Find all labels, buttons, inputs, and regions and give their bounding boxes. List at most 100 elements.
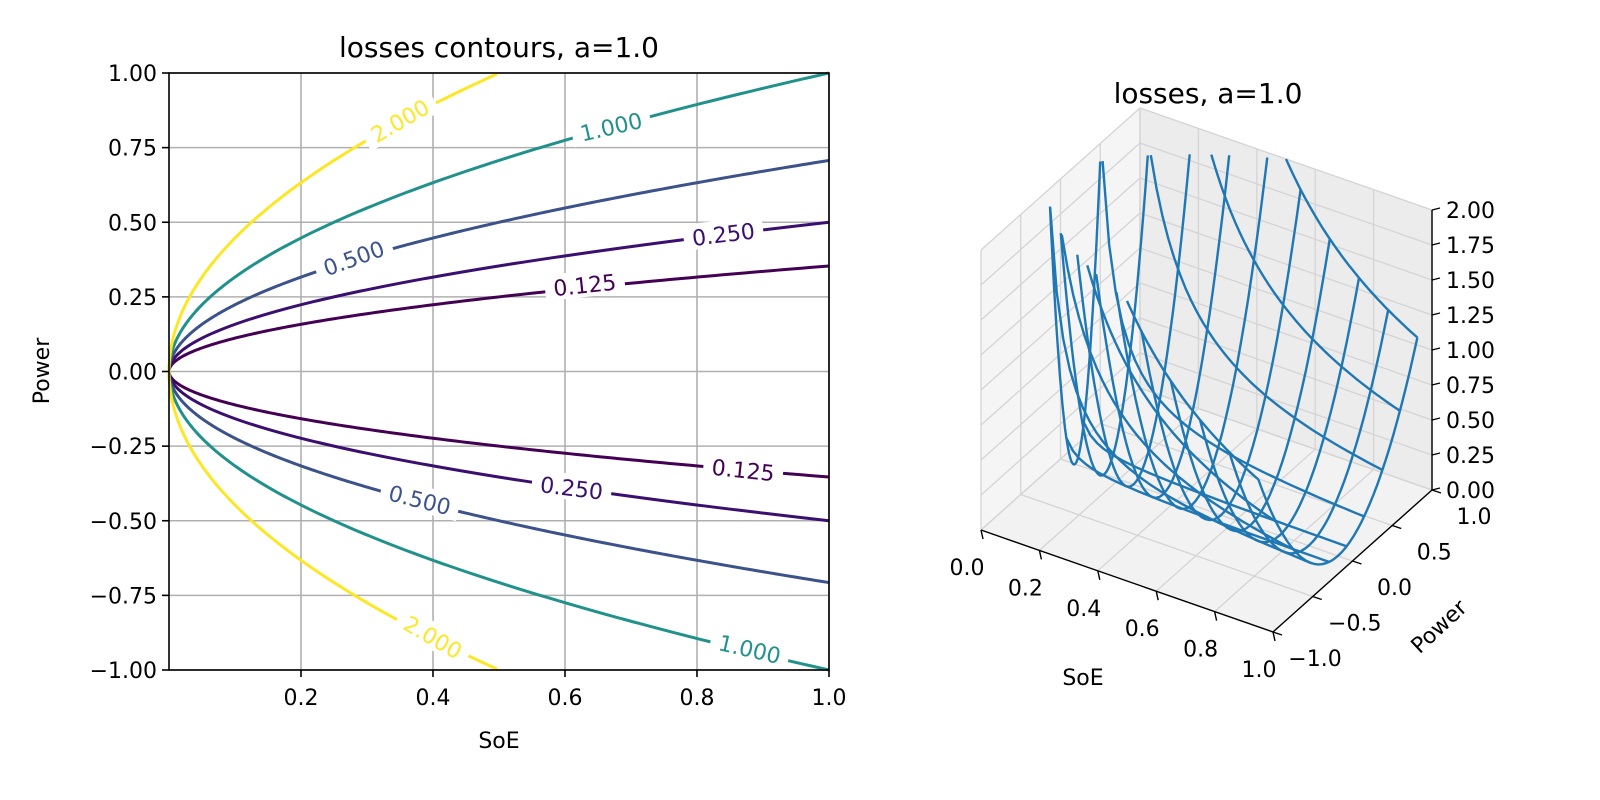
wireframe-line-const-soe bbox=[1048, 161, 1102, 466]
back-gridline-z bbox=[1139, 317, 1433, 421]
contour-line-0.250-lower bbox=[167, 371, 830, 523]
contour-label-text: 0.500 bbox=[386, 482, 453, 521]
wireframe-surface bbox=[1048, 154, 1419, 566]
contour-label-text: 1.000 bbox=[578, 109, 645, 148]
contour-x-tick-label: 0.4 bbox=[416, 686, 451, 711]
wireframe-line-const-power bbox=[1210, 154, 1401, 412]
contour-label-gap bbox=[530, 469, 614, 505]
x-tick bbox=[1038, 550, 1043, 560]
wireframe-z-tick-label: 0.50 bbox=[1446, 409, 1495, 434]
z-tick bbox=[1431, 452, 1441, 456]
contour-y-tick-label: −0.75 bbox=[90, 584, 157, 609]
contour-x-axis-label: SoE bbox=[478, 729, 519, 754]
x-tick bbox=[1155, 591, 1159, 601]
contour-level-label: 1.000 bbox=[708, 626, 792, 670]
wireframe-z-tick-label: 1.75 bbox=[1446, 234, 1495, 259]
left-gridline-z bbox=[980, 212, 1141, 356]
x-tick bbox=[980, 529, 984, 540]
wireframe-line-const-power bbox=[1101, 161, 1365, 518]
wireframe-line-const-power bbox=[1049, 207, 1313, 565]
contour-level-labels: 2.000 1.0000.5000.2500.1250.1250.2500.500… bbox=[311, 88, 792, 670]
wireframe-x-tick-label: 0.6 bbox=[1125, 617, 1160, 642]
wireframe-line-const-power bbox=[1149, 154, 1383, 471]
wireframe-chart-title: losses, a=1.0 bbox=[1114, 77, 1303, 110]
wireframe-x-tick-label: 0.8 bbox=[1183, 638, 1218, 663]
contour-level-label: 1.000 bbox=[569, 104, 653, 148]
contour-line-0.250-upper bbox=[167, 220, 830, 372]
x-tick bbox=[1213, 611, 1218, 621]
back-gridline-z bbox=[1139, 282, 1433, 386]
contour-label-gap bbox=[543, 266, 626, 302]
y-tick bbox=[1312, 595, 1322, 601]
contour-line-0.125-upper bbox=[167, 264, 830, 372]
contour-x-tick-label: 0.2 bbox=[284, 686, 319, 711]
contour-label-gap bbox=[358, 88, 441, 152]
contour-label-text: 0.125 bbox=[710, 456, 775, 487]
contour-plot: losses contours, a=1.0 2.000 1.000 0.500 0.… bbox=[30, 31, 847, 754]
z-tick bbox=[1431, 207, 1441, 211]
wireframe-x-tick-label: 0.4 bbox=[1066, 597, 1101, 622]
left-gridline-z bbox=[980, 177, 1141, 321]
wireframe-plot: losses, a=1.0 0.0 0.2 0.4 0.6 0.8 1.0 −1.0 −0.5… bbox=[950, 77, 1495, 691]
contour-level-label: 0.500 bbox=[378, 476, 462, 522]
contour-label-text: 2.000 bbox=[367, 95, 434, 148]
contour-label-gap bbox=[569, 104, 653, 148]
wireframe-y-tick-label: −1.0 bbox=[1288, 647, 1341, 672]
contour-label-gap bbox=[702, 451, 785, 487]
wireframe-z-tick-label: 1.00 bbox=[1446, 339, 1495, 364]
contour-label-gap bbox=[392, 605, 475, 668]
z-tick bbox=[1431, 312, 1441, 316]
y-tick bbox=[1352, 560, 1362, 565]
wireframe-line-const-soe bbox=[1228, 309, 1390, 555]
wireframe-line-const-soe bbox=[1257, 337, 1419, 566]
contour-line-0.500-lower bbox=[167, 371, 830, 585]
floor-gridline-y bbox=[1020, 493, 1313, 598]
wireframe-x-tick-label: 1.0 bbox=[1242, 658, 1277, 683]
contour-level-label: 0.250 bbox=[530, 469, 614, 506]
contour-level-label: 0.125 bbox=[702, 451, 785, 487]
z-tick bbox=[1431, 382, 1441, 386]
wireframe-line-const-soe bbox=[1198, 277, 1361, 544]
contour-level-label: 2.000 bbox=[358, 88, 441, 152]
contour-x-tick-label: 0.8 bbox=[680, 686, 715, 711]
left-gridline-z bbox=[980, 282, 1141, 426]
contour-line-0.125-lower bbox=[167, 371, 830, 479]
contour-grid bbox=[169, 72, 830, 671]
wireframe-line-const-power bbox=[1082, 421, 1348, 548]
wireframe-y-tick-label: −0.5 bbox=[1328, 612, 1381, 637]
contour-line-1.000-lower bbox=[167, 371, 830, 672]
wireframe-z-tick-label: 0.25 bbox=[1446, 444, 1495, 469]
contour-chart-title: losses contours, a=1.0 bbox=[339, 31, 659, 64]
wireframe-y-tick-label: 0.5 bbox=[1417, 541, 1452, 566]
floor-gridline-y bbox=[1060, 458, 1353, 562]
x-tick bbox=[1097, 570, 1101, 580]
wireframe-line-const-power bbox=[1065, 437, 1330, 564]
contour-y-tick-label: −0.50 bbox=[90, 510, 157, 535]
contour-y-tick-label: 0.00 bbox=[108, 361, 157, 386]
back-gridline-z bbox=[1139, 212, 1433, 316]
wireframe-y-tick-label: 0.0 bbox=[1377, 576, 1412, 601]
wireframe-z-tick-label: 2.00 bbox=[1446, 199, 1495, 224]
back-gridline-z bbox=[1139, 177, 1433, 281]
x-axis-line bbox=[980, 529, 1274, 633]
wireframe-line-const-soe bbox=[1140, 189, 1302, 522]
contour-level-label: 0.250 bbox=[681, 215, 765, 252]
contour-y-tick-label: −1.00 bbox=[90, 659, 157, 684]
y-tick bbox=[1272, 631, 1283, 636]
contour-y-tick-label: −0.25 bbox=[90, 435, 157, 460]
z-tick bbox=[1431, 347, 1441, 351]
wireframe-x-tick-label: 0.0 bbox=[950, 556, 985, 581]
z-tick bbox=[1431, 277, 1441, 281]
wireframe-y-axis-label: Power bbox=[1407, 595, 1473, 659]
contour-label-gap bbox=[378, 476, 462, 522]
left-gridline-z bbox=[980, 387, 1141, 531]
wireframe-z-tick-label: 1.50 bbox=[1446, 269, 1495, 294]
contour-y-tick-label: 0.25 bbox=[108, 286, 157, 311]
z-tick bbox=[1431, 242, 1441, 246]
left-gridline-z bbox=[980, 352, 1141, 496]
contour-label-gap bbox=[681, 215, 765, 251]
contour-label-gap bbox=[708, 626, 792, 670]
wireframe-line-const-power bbox=[1086, 265, 1277, 523]
left-gridline-z bbox=[980, 107, 1141, 251]
